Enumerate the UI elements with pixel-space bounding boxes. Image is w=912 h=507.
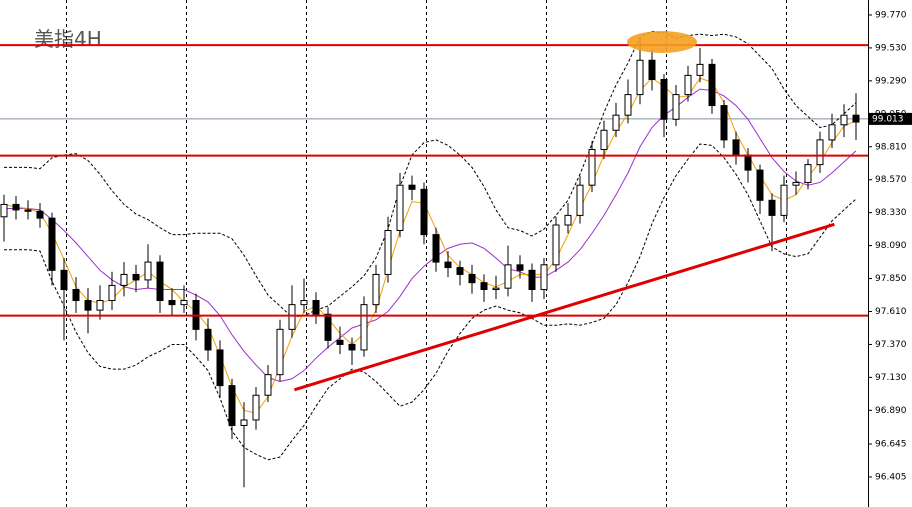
candle-body [840,114,848,126]
candle-body [444,261,452,269]
candle-body [300,300,308,306]
candle-body [744,154,752,171]
candle-body [228,385,236,426]
candle-body [492,287,500,291]
candle-body [852,114,860,123]
last-price-label: 99.013 [872,114,904,124]
candle-body [180,300,188,306]
candle-body [696,63,704,76]
candle-body [564,214,572,226]
y-tick-label: 96.645 [875,439,907,449]
candle-body [828,124,836,141]
candle-body [348,343,356,351]
chart-title: 美指4H [34,27,102,51]
candle-body [120,273,128,286]
candle-body [108,284,116,302]
y-tick-label: 98.570 [875,175,907,185]
candle-body [252,394,260,421]
candle-body [372,273,380,306]
candle-body [240,419,248,426]
candle-body [660,78,668,120]
candle-body [588,149,596,186]
y-tick-label: 98.810 [875,142,907,152]
candle-body [132,273,140,281]
candle-body [756,169,764,201]
candle-body [636,59,644,96]
y-tick-label: 99.530 [875,43,907,53]
y-tick-label: 97.610 [875,307,907,317]
y-tick-label: 97.130 [875,373,907,383]
candle-body [528,269,536,291]
candle-body [336,339,344,345]
candle-body [516,264,524,271]
trendline [293,222,835,392]
candle-body [468,273,476,284]
candle-body [504,264,512,289]
candle-body [204,328,212,351]
candle-body [72,289,80,302]
highlight [627,31,697,53]
candle-body [804,164,812,183]
candle-body [324,313,332,341]
candle-body [708,63,716,107]
candle-body [576,184,584,216]
candle-body [816,139,824,166]
candle-body [264,374,272,396]
candle-body [0,203,8,218]
candle-body [36,210,44,219]
candle-body [156,261,164,302]
candle-body [612,114,620,131]
candle-body [168,300,176,306]
candle-body [480,282,488,291]
band-lower [4,143,857,461]
y-tick-label: 98.330 [875,208,907,218]
candle-body [792,181,800,186]
candle-body [288,304,296,330]
candle-body [96,300,104,311]
candle-body [456,267,464,275]
y-tick-label: 99.290 [875,76,907,86]
candle-body [432,234,440,263]
candle-body [624,94,632,116]
candle-body [216,349,224,387]
y-tick-label: 96.405 [875,472,907,482]
candle-body [60,269,68,291]
candle-body [684,74,692,96]
y-tick-label: 97.850 [875,274,907,284]
candle-body [672,94,680,120]
candle-body [396,184,404,232]
candle-body [48,217,56,271]
y-tick-label: 99.770 [875,10,907,20]
candle-body [648,59,656,80]
y-tick-label: 98.090 [875,241,907,251]
candle-body [408,184,416,190]
candle-body [768,199,776,216]
candle-body [12,203,20,211]
candle-body [420,188,428,236]
candle-body [276,328,284,376]
candle-body [732,139,740,156]
candle-body [360,304,368,351]
y-tick-label: 97.370 [875,340,907,350]
last-price-box [868,112,912,125]
candle-body [144,261,152,281]
candle-body [84,300,92,311]
candle-body [780,184,788,216]
candle-body [312,300,320,315]
candle-body [384,230,392,275]
candle-body [720,105,728,141]
candle-body [600,129,608,151]
candle-body [24,209,32,212]
candle-body [552,224,560,266]
candle-body [540,264,548,291]
y-tick-label: 96.890 [875,406,907,416]
